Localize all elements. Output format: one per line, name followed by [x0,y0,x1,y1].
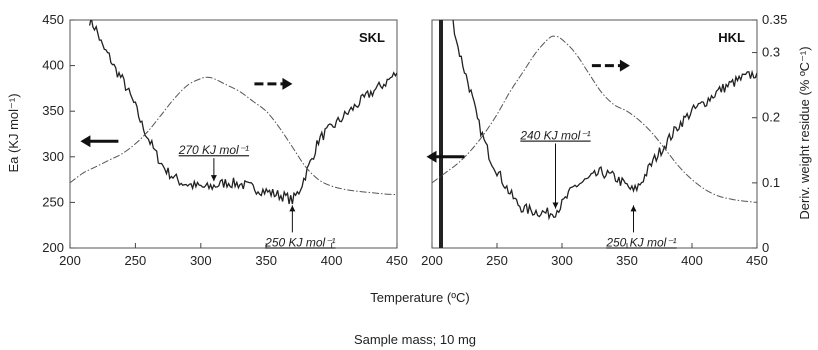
annotation-arrowhead [289,205,296,212]
left-axis-arrowhead [80,135,91,148]
annotation-arrowhead [552,202,559,209]
right-axis-arrowhead [619,59,630,72]
right-y-axis-label: Deriv. weight residue (% ºC⁻¹) [797,46,812,219]
panel-title: HKL [718,30,745,45]
plot-frame [431,19,758,249]
y-tick-label: 300 [42,149,64,164]
y-tick-label: 200 [42,240,64,255]
panel-skl: 200 250 300 350 400 450 200 250 300 350 400 450 SKL 2… [42,12,408,268]
y2-tick-label: 0.35 [762,12,787,27]
y-tick-label: 350 [42,103,64,118]
y2-tick-label: 0.1 [762,175,780,190]
y-tick-label: 450 [42,12,64,27]
y2-tick-label: 0 [762,240,769,255]
y-tick-label: 250 [42,194,64,209]
annotation-label: 250 KJ mol⁻¹ [264,235,335,249]
x-tick-label: 300 [190,253,212,268]
annotation-arrowhead [210,175,217,182]
annotation-arrowhead [630,205,637,212]
left-axis-arrowhead [426,150,437,163]
x-tick-label: 250 [125,253,147,268]
weight-residue-line [432,35,757,203]
left-y-axis-label: Ea (KJ mol⁻¹) [6,93,21,172]
y-tick-label: 400 [42,58,64,73]
activation-energy-line [452,20,757,221]
weight-residue-line [70,76,397,196]
annotation-label: 250 KJ mol⁻¹ [605,235,676,249]
figure-caption: Sample mass; 10 mg [354,332,476,347]
annotation-label: 270 KJ mol⁻¹ [178,143,249,157]
x-tick-label: 350 [255,253,277,268]
x-tick-label: 250 [486,253,508,268]
x-axis-label: Temperature (ºC) [370,290,469,305]
x-tick-label: 200 [59,253,81,268]
x-tick-label: 400 [681,253,703,268]
x-tick-label: 450 [386,253,408,268]
x-tick-label: 400 [321,253,343,268]
x-tick-label: 450 [746,253,768,268]
panel-title: SKL [359,30,385,45]
annotation-label: 240 KJ mol⁻¹ [519,129,590,143]
y2-tick-label: 0.2 [762,110,780,125]
x-tick-label: 200 [421,253,443,268]
x-tick-label: 350 [616,253,638,268]
right-axis-arrowhead [282,77,293,90]
y2-tick-label: 0.3 [762,45,780,60]
activation-energy-line [88,20,397,205]
plot-frame [69,19,398,249]
x-tick-label: 300 [551,253,573,268]
